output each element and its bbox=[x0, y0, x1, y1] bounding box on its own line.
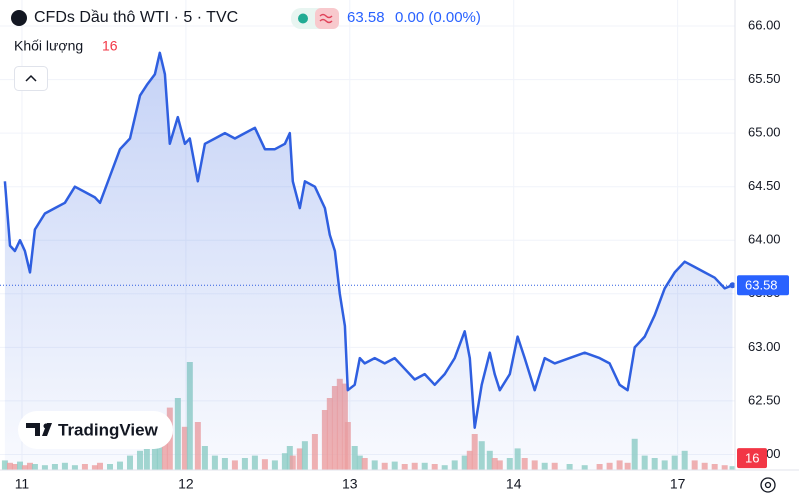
y-tick-label: 62.50 bbox=[748, 392, 781, 407]
logo-icon bbox=[43, 423, 49, 429]
price-tag bbox=[737, 275, 789, 296]
area bbox=[4, 52, 733, 471]
x-tick-label: 14 bbox=[506, 476, 522, 492]
collapse-button[interactable] bbox=[14, 66, 48, 91]
y-tick-label: 66.00 bbox=[748, 17, 781, 32]
logo-badge bbox=[18, 411, 173, 449]
x-tick-label: 17 bbox=[670, 476, 686, 492]
y-tick-label: 65.50 bbox=[748, 71, 781, 86]
price-tag-label: 63.58 bbox=[745, 278, 778, 293]
volume-tag-label: 16 bbox=[745, 451, 759, 466]
settings-icon[interactable] bbox=[760, 477, 776, 493]
logo-icon bbox=[26, 423, 52, 436]
settings-icon bbox=[764, 481, 772, 489]
y-tick-label: 64.00 bbox=[748, 232, 781, 247]
volume-bar bbox=[729, 466, 736, 470]
y-tick-label: 65.00 bbox=[748, 125, 781, 140]
icon bbox=[319, 13, 333, 24]
chart-title: CFDs Dầu thô WTI · 5 · TVC bbox=[34, 9, 238, 26]
last-price: 63.58 bbox=[347, 9, 385, 26]
status-dot bbox=[298, 13, 308, 24]
volume-value: 16 bbox=[102, 38, 118, 54]
y-tick-label: 63.00 bbox=[748, 339, 781, 354]
toggle-icon[interactable] bbox=[315, 8, 339, 29]
x-tick-label: 12 bbox=[178, 476, 194, 492]
symbol-icon bbox=[11, 10, 27, 26]
x-tick-label: 11 bbox=[15, 476, 30, 492]
logo-text: TradingView bbox=[58, 420, 159, 439]
volume-label: Khối lượng bbox=[14, 38, 83, 54]
price-line bbox=[3, 51, 733, 429]
y-tick-label: 64.50 bbox=[748, 178, 781, 193]
last-point bbox=[729, 282, 736, 289]
volume-tag bbox=[737, 448, 767, 469]
chevron bbox=[25, 74, 37, 82]
x-tick-label: 13 bbox=[342, 476, 358, 492]
change: 0.00 (0.00%) bbox=[395, 9, 481, 26]
